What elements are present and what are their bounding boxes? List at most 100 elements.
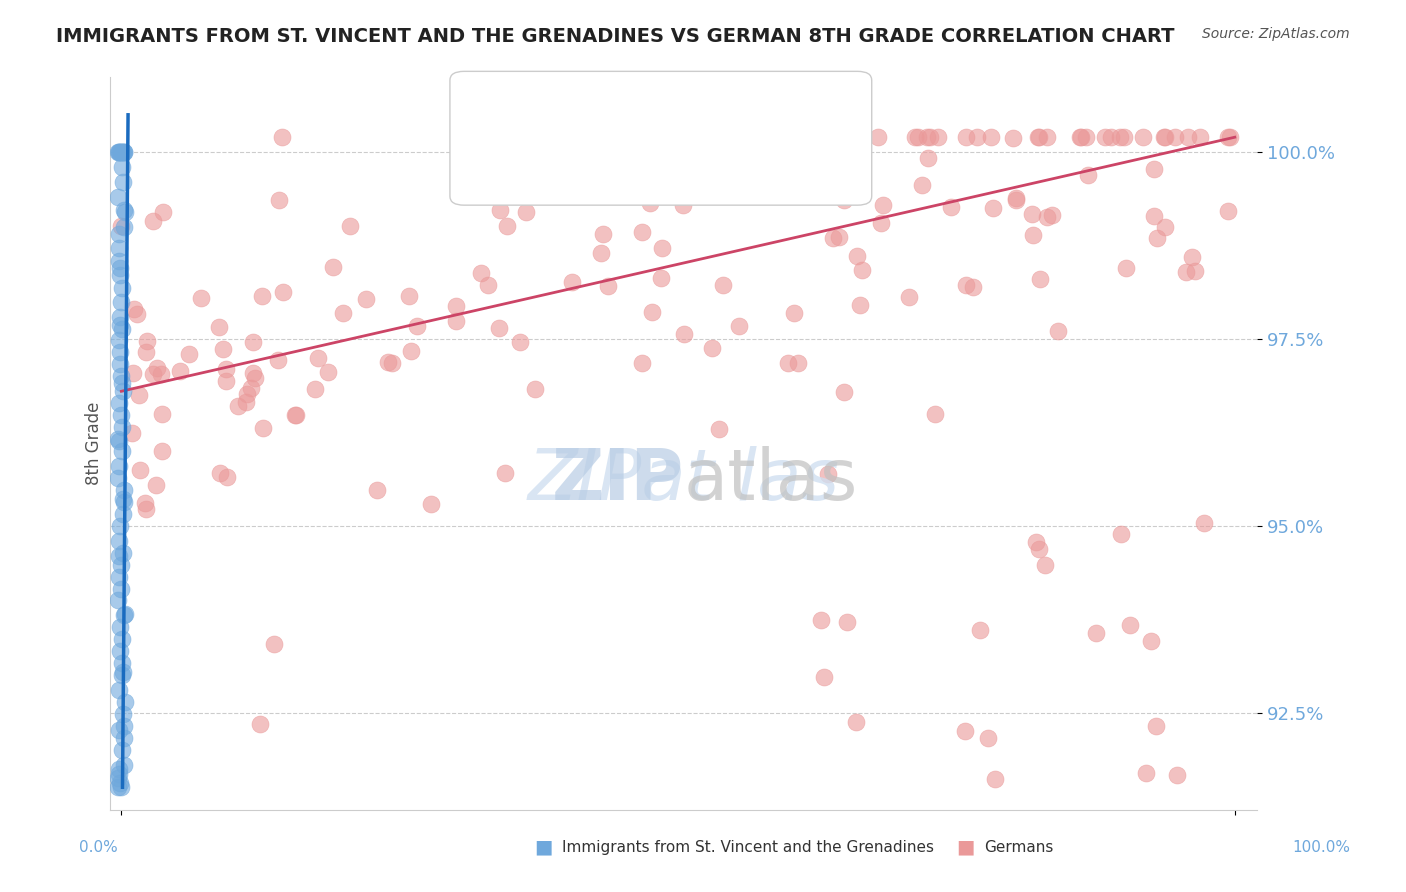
Point (509, 334, 531, 349)
Point (110, 145, 132, 160)
Point (112, 145, 135, 160)
Point (215, 361, 238, 376)
Point (446, 299, 468, 313)
Text: ■: ■ (956, 838, 974, 857)
Point (782, 306, 804, 320)
Point (561, 275, 583, 289)
Point (127, 307, 149, 321)
Point (1154, 220, 1177, 235)
Point (269, 193, 291, 207)
Point (208, 466, 231, 480)
Point (614, 165, 637, 179)
Point (108, 458, 131, 473)
Point (631, 225, 654, 239)
Point (112, 719, 135, 733)
Point (108, 434, 131, 448)
Point (110, 657, 132, 671)
Point (845, 249, 868, 263)
Point (114, 695, 136, 709)
Point (110, 294, 132, 309)
Point (955, 277, 977, 292)
Point (112, 219, 135, 234)
Point (955, 130, 977, 145)
Point (135, 502, 157, 516)
Point (907, 130, 929, 145)
Point (582, 130, 605, 145)
Point (271, 285, 294, 300)
Point (322, 260, 344, 274)
Point (1021, 206, 1043, 220)
Point (1028, 130, 1050, 145)
Point (645, 164, 668, 178)
Point (110, 219, 132, 233)
Point (112, 731, 135, 745)
Point (641, 304, 664, 318)
Point (108, 145, 131, 160)
Point (477, 277, 499, 292)
Point (1194, 516, 1216, 531)
Point (1001, 130, 1024, 145)
Point (242, 366, 264, 380)
Point (1153, 130, 1175, 145)
Point (571, 130, 593, 145)
Point (107, 432, 129, 446)
Point (110, 369, 132, 384)
Point (924, 407, 946, 421)
Point (1069, 130, 1091, 145)
Point (1216, 130, 1239, 145)
Point (1076, 130, 1098, 145)
Text: Germans: Germans (984, 840, 1053, 855)
Point (107, 549, 129, 564)
Point (817, 467, 839, 482)
Point (1047, 324, 1070, 338)
Point (267, 353, 290, 368)
Point (637, 183, 659, 197)
Point (832, 193, 855, 207)
Point (112, 757, 135, 772)
Point (725, 169, 748, 184)
Point (866, 130, 889, 145)
Point (108, 683, 131, 698)
Point (190, 291, 212, 305)
Text: Source: ZipAtlas.com: Source: ZipAtlas.com (1202, 27, 1350, 41)
Point (108, 644, 131, 658)
Point (849, 298, 872, 312)
Point (1118, 618, 1140, 632)
Point (700, 342, 723, 356)
Point (915, 130, 938, 145)
Point (110, 582, 132, 596)
Point (111, 175, 134, 189)
Point (111, 145, 134, 160)
Point (828, 230, 851, 244)
Point (108, 723, 131, 737)
Point (285, 408, 308, 422)
Point (1135, 765, 1157, 780)
Point (128, 463, 150, 477)
Point (1115, 261, 1137, 276)
Point (589, 246, 612, 260)
Point (108, 254, 131, 268)
Point (903, 130, 925, 145)
Point (489, 203, 512, 218)
Point (1109, 130, 1132, 145)
Point (398, 289, 420, 303)
Point (918, 130, 941, 145)
Point (631, 356, 654, 370)
Point (1184, 263, 1206, 277)
Point (1022, 227, 1045, 242)
Point (592, 227, 614, 241)
Point (110, 260, 132, 275)
Point (419, 497, 441, 511)
Point (672, 327, 695, 342)
Point (523, 382, 546, 396)
Point (112, 507, 135, 521)
Point (911, 178, 934, 192)
Point (1164, 130, 1187, 145)
Point (835, 615, 858, 629)
Point (1153, 130, 1175, 145)
Point (242, 334, 264, 349)
Point (135, 334, 157, 348)
Point (984, 772, 1007, 787)
Point (711, 278, 734, 293)
Point (107, 471, 129, 485)
